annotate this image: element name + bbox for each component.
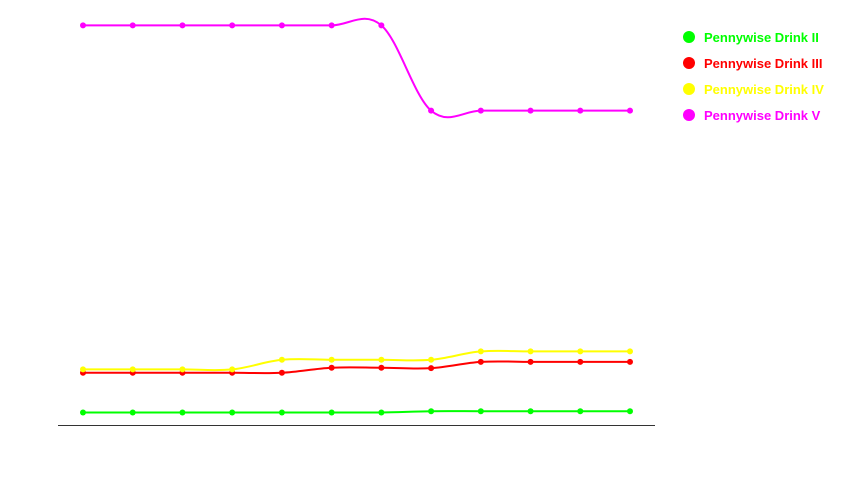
data-point-1-11[interactable] [577, 408, 584, 415]
data-point-3-9[interactable] [477, 348, 484, 355]
series-3 [80, 348, 633, 373]
data-point-1-9[interactable] [477, 408, 484, 415]
series-layer [80, 17, 633, 416]
data-point-1-3[interactable] [179, 409, 186, 416]
legend-item-series-2[interactable]: Pennywise Drink III [683, 50, 824, 76]
series-4 [80, 17, 633, 119]
data-point-2-9[interactable] [477, 358, 484, 365]
legend-label: Pennywise Drink III [704, 55, 823, 71]
legend-marker-icon [683, 109, 695, 121]
data-point-2-12[interactable] [627, 358, 633, 365]
data-point-1-12[interactable] [627, 408, 633, 415]
data-point-1-6[interactable] [328, 409, 335, 416]
data-point-3-2[interactable] [129, 366, 136, 373]
data-point-4-1[interactable] [80, 22, 86, 29]
series-line-4 [83, 17, 630, 119]
series-line-3 [83, 349, 630, 372]
data-point-1-7[interactable] [378, 409, 385, 416]
legend-item-series-1[interactable]: Pennywise Drink II [683, 24, 824, 50]
legend: Pennywise Drink II Pennywise Drink III P… [683, 24, 824, 128]
data-point-3-12[interactable] [627, 348, 633, 355]
data-point-3-4[interactable] [229, 366, 236, 373]
data-point-3-8[interactable] [428, 356, 435, 363]
data-point-3-5[interactable] [278, 356, 285, 363]
legend-item-series-4[interactable]: Pennywise Drink V [683, 102, 824, 128]
data-point-4-3[interactable] [179, 22, 186, 29]
legend-label: Pennywise Drink IV [704, 81, 824, 97]
data-point-4-10[interactable] [527, 107, 534, 114]
data-point-4-12[interactable] [627, 107, 633, 114]
data-point-2-8[interactable] [428, 365, 435, 372]
data-point-4-2[interactable] [129, 22, 136, 29]
data-point-1-10[interactable] [527, 408, 534, 415]
data-point-1-1[interactable] [80, 409, 86, 416]
series-line-1 [82, 410, 630, 414]
data-point-1-2[interactable] [129, 409, 136, 416]
data-point-2-5[interactable] [278, 369, 285, 376]
data-point-1-5[interactable] [278, 409, 285, 416]
legend-marker-icon [683, 83, 695, 95]
data-point-3-1[interactable] [80, 366, 86, 373]
data-point-2-7[interactable] [378, 364, 385, 371]
data-point-4-5[interactable] [278, 22, 285, 29]
legend-label: Pennywise Drink V [704, 107, 821, 123]
legend-marker-icon [683, 31, 695, 43]
legend-marker-icon [683, 57, 695, 69]
data-point-2-6[interactable] [328, 364, 335, 371]
data-point-4-11[interactable] [577, 107, 584, 114]
data-point-3-10[interactable] [527, 348, 534, 355]
data-point-2-11[interactable] [577, 358, 584, 365]
data-point-4-9[interactable] [477, 107, 484, 114]
data-point-1-4[interactable] [229, 409, 236, 416]
data-point-1-8[interactable] [428, 408, 435, 415]
data-point-2-10[interactable] [527, 358, 534, 365]
data-point-3-7[interactable] [378, 356, 385, 363]
series-2 [80, 358, 633, 376]
data-point-4-7[interactable] [378, 22, 385, 29]
legend-item-series-3[interactable]: Pennywise Drink IV [683, 76, 824, 102]
data-point-3-3[interactable] [179, 366, 186, 373]
legend-label: Pennywise Drink II [704, 29, 819, 45]
data-point-3-11[interactable] [577, 348, 584, 355]
series-1 [80, 408, 633, 416]
data-point-4-8[interactable] [428, 107, 435, 114]
series-line-2 [83, 360, 630, 375]
data-point-3-6[interactable] [328, 356, 335, 363]
data-point-4-6[interactable] [328, 22, 335, 29]
data-point-4-4[interactable] [229, 22, 236, 29]
